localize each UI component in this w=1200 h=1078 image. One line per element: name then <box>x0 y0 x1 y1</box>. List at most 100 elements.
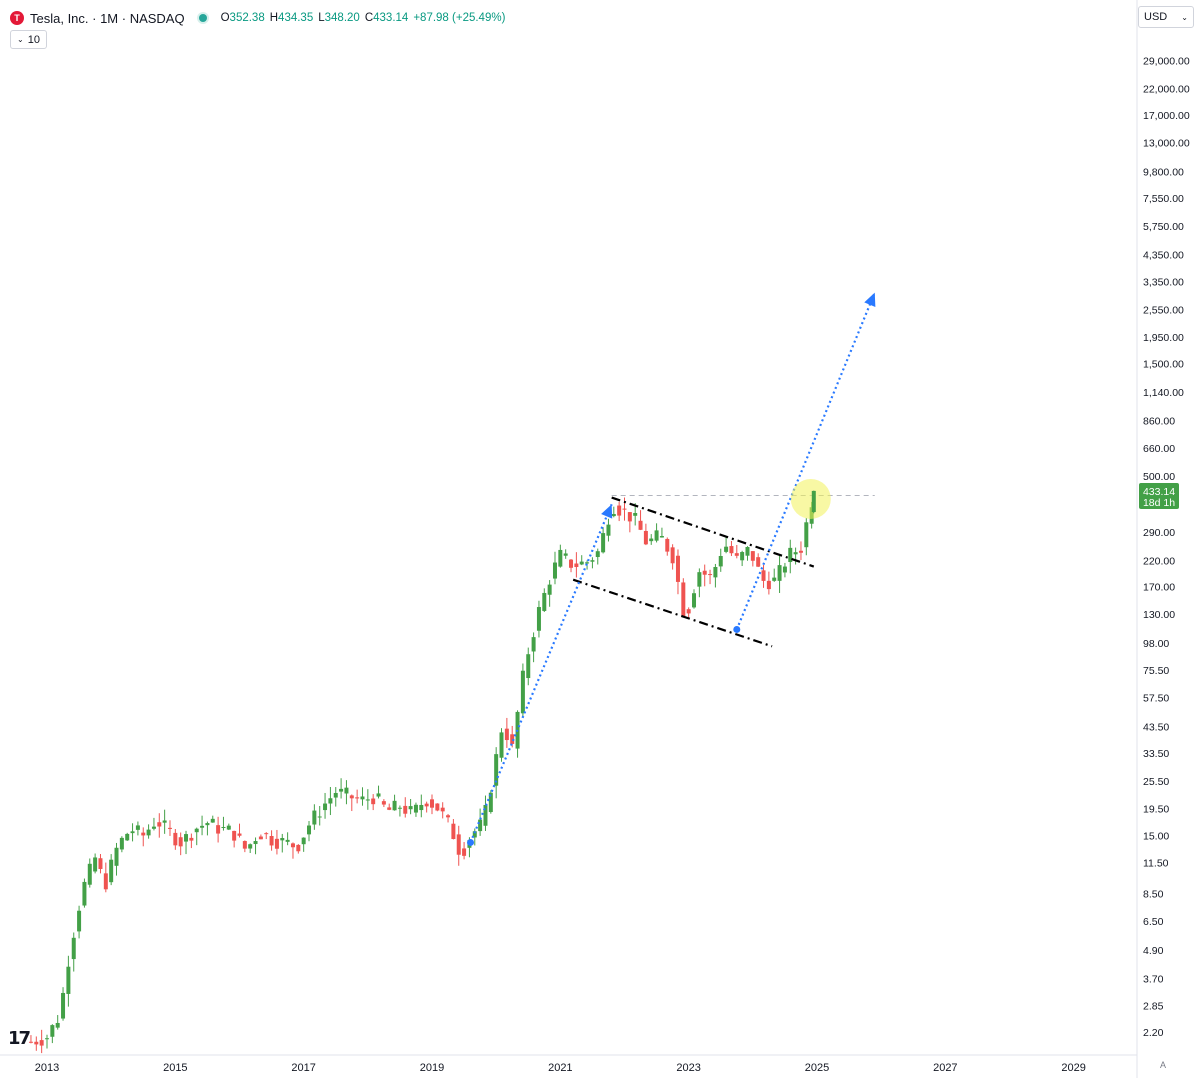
time-tick-label: 2019 <box>420 1062 444 1074</box>
candle-body <box>649 538 654 542</box>
currency-select[interactable]: USD ⌄ <box>1138 6 1194 28</box>
candle-body <box>622 508 627 510</box>
price-tick-label: 57.50 <box>1143 693 1169 705</box>
candle-body <box>173 832 178 846</box>
time-tick-label: 2015 <box>163 1062 187 1074</box>
candle-body <box>157 822 162 827</box>
legend-header: T Tesla, Inc. · 1M · NASDAQ O352.38 H434… <box>10 8 505 28</box>
candle-body <box>109 859 114 883</box>
channel-lower-line[interactable] <box>572 578 773 648</box>
candle-body <box>483 804 488 826</box>
candle-body <box>504 728 509 741</box>
candle-body <box>772 577 777 581</box>
projection-start-marker <box>733 625 741 633</box>
candles <box>28 497 814 1054</box>
candle-body <box>585 562 590 564</box>
candle-body <box>258 836 263 840</box>
market-status-icon[interactable] <box>198 14 207 22</box>
price-tick-label: 11.50 <box>1143 858 1169 870</box>
time-tick-label: 2023 <box>676 1062 700 1074</box>
candle-body <box>242 841 247 849</box>
candle-body <box>237 833 242 836</box>
price-tick-label: 13,000.00 <box>1143 137 1190 149</box>
candle-body <box>654 530 659 541</box>
candle-body <box>61 992 66 1019</box>
price-tick-label: 15.00 <box>1143 830 1169 842</box>
candle-body <box>296 844 301 852</box>
time-axis[interactable]: 2013 2015 2017 2019 2021 2023 2025 2027 2029 <box>35 1062 1086 1074</box>
price-tick-label: 6.50 <box>1143 916 1164 928</box>
candle-body <box>328 798 333 804</box>
candle-body <box>365 799 370 801</box>
last-price-tag-bg <box>1139 483 1179 509</box>
candle-body <box>216 825 221 834</box>
plot-area[interactable] <box>28 292 876 1054</box>
candle-body <box>430 799 434 808</box>
candle-body <box>601 533 606 553</box>
price-tick-label: 8.50 <box>1143 889 1164 901</box>
time-tick-label: 2027 <box>933 1062 957 1074</box>
price-tick-label: 1,950.00 <box>1143 332 1184 344</box>
candle-body <box>151 826 156 829</box>
candle-body <box>756 557 761 567</box>
candle-body <box>397 807 402 809</box>
candle-body <box>45 1038 49 1040</box>
symbol-title[interactable]: Tesla, Inc. · 1M · NASDAQ <box>30 10 185 26</box>
candle-body <box>633 512 638 516</box>
candle-body <box>569 559 574 568</box>
last-price-label: 433.14 <box>1143 486 1175 498</box>
price-tick-label: 19.50 <box>1143 804 1169 816</box>
candle-body <box>563 553 568 556</box>
high-label: H <box>269 12 279 24</box>
candle-body <box>66 966 71 994</box>
candle-body <box>392 800 397 811</box>
candle-body <box>729 546 734 554</box>
candle-body <box>579 561 584 565</box>
candle-body <box>804 522 809 548</box>
candle-body <box>34 1041 39 1045</box>
candle-body <box>146 829 151 836</box>
highlight-circle <box>790 478 831 519</box>
candle-body <box>419 805 424 811</box>
tesla-logo-icon: T <box>10 11 24 25</box>
candle-body <box>290 843 295 848</box>
price-tick-label: 4.90 <box>1143 945 1164 957</box>
projection-arrow-2[interactable] <box>735 292 876 630</box>
candle-body <box>87 863 92 885</box>
price-tick-label: 5,750.00 <box>1143 221 1184 233</box>
price-tick-label: 2,550.00 <box>1143 304 1184 316</box>
candle-body <box>135 825 140 830</box>
open-value: 352.38 <box>229 12 265 24</box>
indicator-toggle-button[interactable]: ⌄ 10 <box>10 30 47 49</box>
candle-body <box>793 552 798 555</box>
chevron-down-icon: ⌄ <box>17 35 24 44</box>
candle-body <box>141 832 146 836</box>
channel-upper-line[interactable] <box>611 496 815 568</box>
candle-body <box>750 551 755 561</box>
candle-body <box>125 833 130 841</box>
projection-arrow-1[interactable] <box>469 503 613 843</box>
candle-body <box>520 670 525 714</box>
candle-body <box>39 1040 44 1046</box>
price-tick-label: 4,350.00 <box>1143 250 1184 262</box>
candle-body <box>167 827 172 829</box>
chevron-down-icon: ⌄ <box>1181 12 1188 22</box>
candle-body <box>253 841 258 845</box>
indicator-count: 10 <box>27 33 40 46</box>
last-candle-body <box>811 490 816 513</box>
tradingview-logo-icon[interactable]: 17 <box>8 1028 31 1049</box>
logo-letter: T <box>14 12 20 23</box>
candle-body <box>681 582 686 617</box>
time-tick-label: 2025 <box>805 1062 829 1074</box>
candle-body <box>574 563 579 568</box>
candle-body <box>274 838 279 849</box>
candle-body <box>98 858 103 869</box>
price-axis[interactable]: 29,000.00 22,000.00 17,000.00 13,000.00 9,80… <box>1143 55 1190 1039</box>
price-tick-label: 290.00 <box>1143 527 1175 539</box>
candle-body <box>387 807 392 810</box>
auto-scale-button[interactable]: A <box>1160 1060 1167 1070</box>
candle-body <box>617 505 622 516</box>
price-tick-label: 7,550.00 <box>1143 193 1184 205</box>
candle-body <box>499 732 504 758</box>
